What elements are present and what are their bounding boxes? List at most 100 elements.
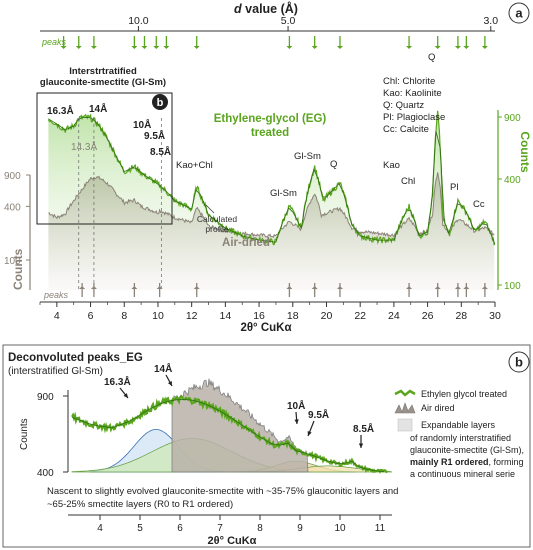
left-axis-ticks: 900 400 100 bbox=[4, 171, 30, 267]
right-counts-label: Counts bbox=[518, 131, 532, 173]
peak-arrow-top-head bbox=[463, 46, 470, 49]
x-tick-label-a: 24 bbox=[388, 310, 400, 322]
arrow-10a-head bbox=[294, 419, 299, 424]
legend-exp-1: Expandable layers bbox=[421, 420, 496, 430]
panel-b: Deconvoluted peaks_EG (interstratified G… bbox=[2, 344, 531, 548]
peak-arrow-bottom-head bbox=[79, 286, 86, 289]
x-tick-label-a: 8 bbox=[121, 310, 127, 322]
top-tick-label: 5.0 bbox=[281, 15, 296, 27]
peak-arrow-top-head bbox=[60, 46, 67, 49]
peak-arrow-bottom-head bbox=[90, 286, 97, 289]
panel-a-letter-circle bbox=[508, 2, 530, 24]
eg-label-2: treated bbox=[251, 127, 289, 139]
left-tick-label: 900 bbox=[4, 171, 21, 182]
air-dried-label: Air-dried bbox=[222, 237, 270, 249]
interstratified-title-1: Interstrtratified bbox=[69, 66, 137, 77]
panel-b-xlabel: 2θ° CuKα bbox=[208, 535, 257, 547]
peak-arrow-top-head bbox=[153, 46, 160, 49]
panel-b-letter: b bbox=[515, 355, 523, 370]
inset-letter-circle bbox=[152, 94, 168, 110]
panel-b-note-2: ~65-25% smectite layers (R0 to R1 ordere… bbox=[47, 499, 233, 510]
panel-a-fills bbox=[48, 110, 495, 290]
x-tick-label-a: 16 bbox=[253, 310, 265, 322]
label-chl: Chl bbox=[401, 176, 415, 187]
peak-arrow-top-head bbox=[75, 46, 82, 49]
peak-arrows-bottom bbox=[79, 283, 488, 297]
arrow-16-3a-head bbox=[123, 393, 128, 398]
eg-line bbox=[47, 110, 495, 246]
panel-b-letter-circle bbox=[508, 351, 530, 373]
x-tick-label-b: 6 bbox=[177, 523, 183, 534]
x-tick-label-a: 28 bbox=[455, 310, 467, 322]
legend-expandable-swatch bbox=[397, 418, 413, 432]
peak-arrow-bottom-head bbox=[286, 286, 293, 289]
panel-b-y-ticks: 900 400 bbox=[37, 392, 68, 479]
peak-arrow-top-head bbox=[90, 46, 97, 49]
peak-arrow-bottom-head bbox=[434, 286, 441, 289]
label-cc: Cc bbox=[473, 199, 485, 210]
peak-arrow-bottom-head bbox=[156, 286, 163, 289]
arrow-8-5a-head bbox=[358, 443, 364, 448]
x-tick-label-b: 4 bbox=[97, 523, 103, 534]
bottom-axis-ticks-a: 4 6 8 10 12 14 16 18 20 22 24 26 28 30 bbox=[39, 302, 501, 322]
x-tick-label-a: 26 bbox=[422, 310, 434, 322]
b-label-10a: 10Å bbox=[287, 399, 305, 412]
label-8-5a: 8.5Å bbox=[150, 145, 171, 158]
mineral-legend-3: Pl: Plagioclase bbox=[383, 112, 445, 123]
calculated-profile bbox=[48, 116, 496, 245]
right-tick-label: 400 bbox=[504, 175, 521, 186]
x-tick-label-b: 8 bbox=[257, 523, 263, 534]
top-tick-label: 3.0 bbox=[483, 15, 498, 27]
label-kao-chl: Kao+Chl bbox=[176, 160, 213, 171]
peak-arrow-top-head bbox=[434, 46, 441, 49]
x-tick-label-a: 30 bbox=[489, 310, 501, 322]
legend-exp-3: glauconite-smectite (Gl-Sm), bbox=[410, 445, 524, 455]
left-counts-label: Counts bbox=[11, 248, 25, 290]
x-tick-label-b: 11 bbox=[375, 523, 386, 534]
peak-arrow-top-head bbox=[311, 46, 318, 49]
peak-arrow-bottom-head bbox=[463, 286, 470, 289]
left-tick-label: 400 bbox=[4, 202, 21, 213]
b-label-8-5a: 8.5Å bbox=[353, 422, 374, 435]
right-tick-label: 100 bbox=[504, 281, 521, 292]
peak-arrow-top-head bbox=[336, 46, 343, 49]
label-q-top: Q bbox=[428, 52, 435, 63]
b-label-16-3a: 16.3Å bbox=[104, 375, 131, 388]
peak-arrow-bottom-head bbox=[336, 286, 343, 289]
peak-arrow-top-head bbox=[454, 46, 461, 49]
legend-exp-2: of randomly interstratified bbox=[410, 433, 511, 443]
peaks-label-top: peaks bbox=[41, 37, 67, 47]
b-label-14a: 14Å bbox=[154, 362, 172, 375]
peak-arrow-top-head bbox=[481, 46, 488, 49]
mineral-legend-1: Kao: Kaolinite bbox=[383, 88, 442, 99]
legend-air-swatch bbox=[394, 402, 416, 414]
peak-arrows-top bbox=[60, 36, 488, 49]
peak-arrow-top-head bbox=[406, 46, 413, 49]
label-10a: 10Å bbox=[133, 118, 151, 131]
x-tick-label-a: 6 bbox=[88, 310, 94, 322]
legend-exp-5: a continuous mineral serie bbox=[410, 469, 515, 479]
panel-b-title: Deconvoluted peaks_EG bbox=[8, 352, 143, 364]
interstratified-title-2: glauconite-smectite (Gl-Sm) bbox=[40, 77, 166, 88]
legend-exp-4: mainly R1 ordered, forming bbox=[410, 457, 524, 467]
y-tick-label-b: 900 bbox=[37, 392, 54, 403]
b-label-9-5a: 9.5Å bbox=[308, 408, 329, 421]
eg-label-1: Ethylene-glycol (EG) bbox=[214, 113, 327, 125]
x-tick-label-a: 20 bbox=[321, 310, 333, 322]
label-q-mid: Q bbox=[330, 159, 337, 170]
arrow-9-5a-head bbox=[307, 431, 312, 436]
label-pl: Pl bbox=[450, 182, 458, 193]
panel-b-x-ticks: 4 5 6 7 8 9 10 11 bbox=[97, 515, 386, 534]
peak-arrow-top-head bbox=[163, 46, 170, 49]
peak-arrow-top-head bbox=[286, 46, 293, 49]
peak-arrow-bottom-head bbox=[131, 286, 138, 289]
label-9-5a: 9.5Å bbox=[144, 129, 165, 142]
inset-letter: b bbox=[157, 97, 164, 109]
panel-b-traces bbox=[71, 378, 388, 474]
panel-b-arrows bbox=[119, 374, 364, 448]
label-glsm-low: Gl-Sm bbox=[270, 188, 297, 199]
calc-label-2: profile bbox=[205, 224, 228, 234]
legend-eg-label: Ethylen glycol treated bbox=[421, 389, 507, 399]
peak-arrow-bottom-head bbox=[406, 286, 413, 289]
